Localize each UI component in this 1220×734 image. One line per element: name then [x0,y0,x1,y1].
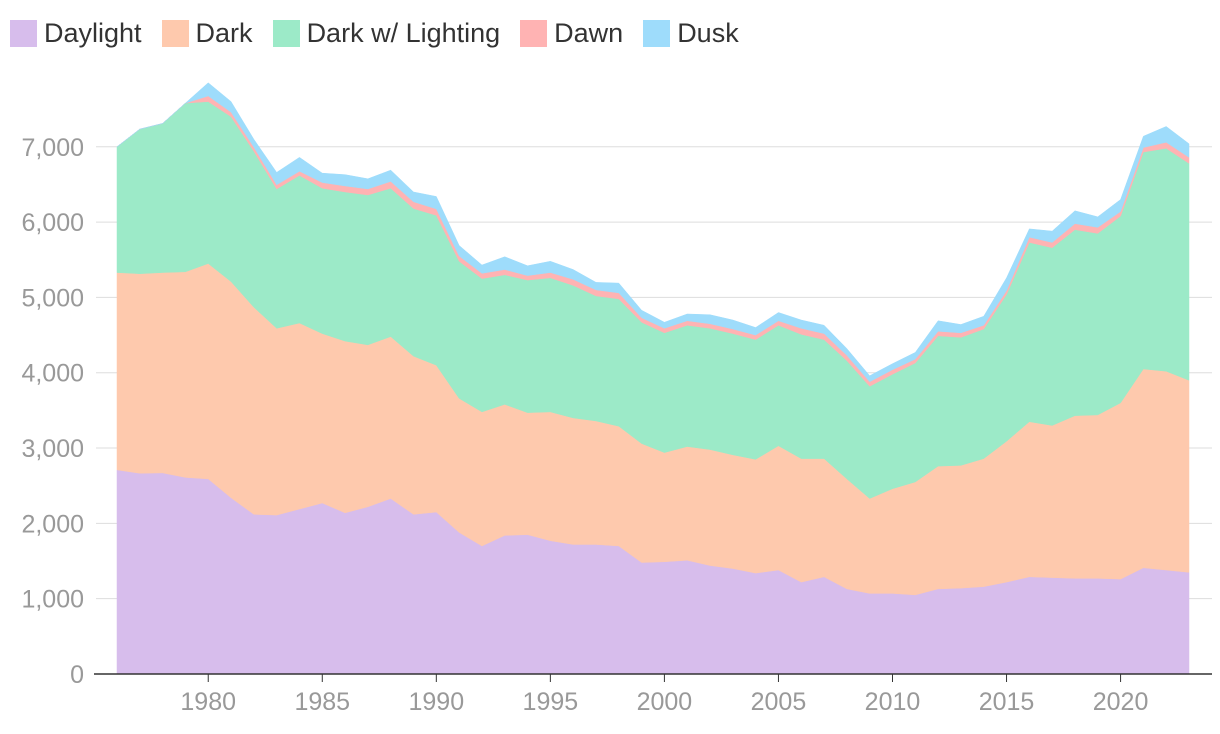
legend-swatch-dark [161,20,189,47]
legend-swatch-daylight [10,20,37,47]
x-tick-label-2000: 2000 [637,688,693,716]
legend-item-dark: Dark [161,18,253,49]
chart-legend: Daylight Dark Dark w/ Lighting Dawn Dusk [10,18,759,49]
legend-label-dusk: Dusk [677,18,739,48]
y-tick-label-6000: 6,000 [21,209,84,237]
legend-label-dawn: Dawn [554,18,624,48]
x-tick-label-1985: 1985 [294,688,350,716]
x-tick-label-2015: 2015 [979,688,1035,716]
legend-swatch-dusk [643,20,671,47]
legend-label-dark: Dark [195,18,253,48]
legend-label-dark-lighting: Dark w/ Lighting [306,18,501,48]
y-tick-label-1000: 1,000 [21,586,84,614]
x-tick-label-1980: 1980 [180,688,236,716]
x-tick-label-1995: 1995 [523,688,579,716]
y-tick-label-2000: 2,000 [21,510,84,538]
axes: 0 1,000 2,000 3,000 4,000 5,000 6,000 7,000 1980… [21,134,1212,716]
y-tick-label-7000: 7,000 [21,134,84,162]
y-tick-label-0: 0 [70,661,84,689]
legend-swatch-dark-lighting [272,20,300,47]
area-series [116,82,1190,675]
x-tick-label-2020: 2020 [1093,688,1149,716]
y-tick-label-3000: 3,000 [21,435,84,463]
legend-item-dawn: Dawn [520,18,623,49]
legend-swatch-dawn [520,20,548,47]
y-tick-label-4000: 4,000 [21,360,84,388]
y-tick-label-5000: 5,000 [21,284,84,312]
x-tick-label-1990: 1990 [409,688,465,716]
legend-item-dusk: Dusk [643,18,739,49]
x-tick-label-2010: 2010 [865,688,921,716]
legend-item-dark-lighting: Dark w/ Lighting [272,18,501,49]
x-tick-label-2005: 2005 [751,688,807,716]
legend-label-daylight: Daylight [44,18,142,48]
legend-item-daylight: Daylight [10,18,142,49]
area-dusk [116,82,1190,383]
